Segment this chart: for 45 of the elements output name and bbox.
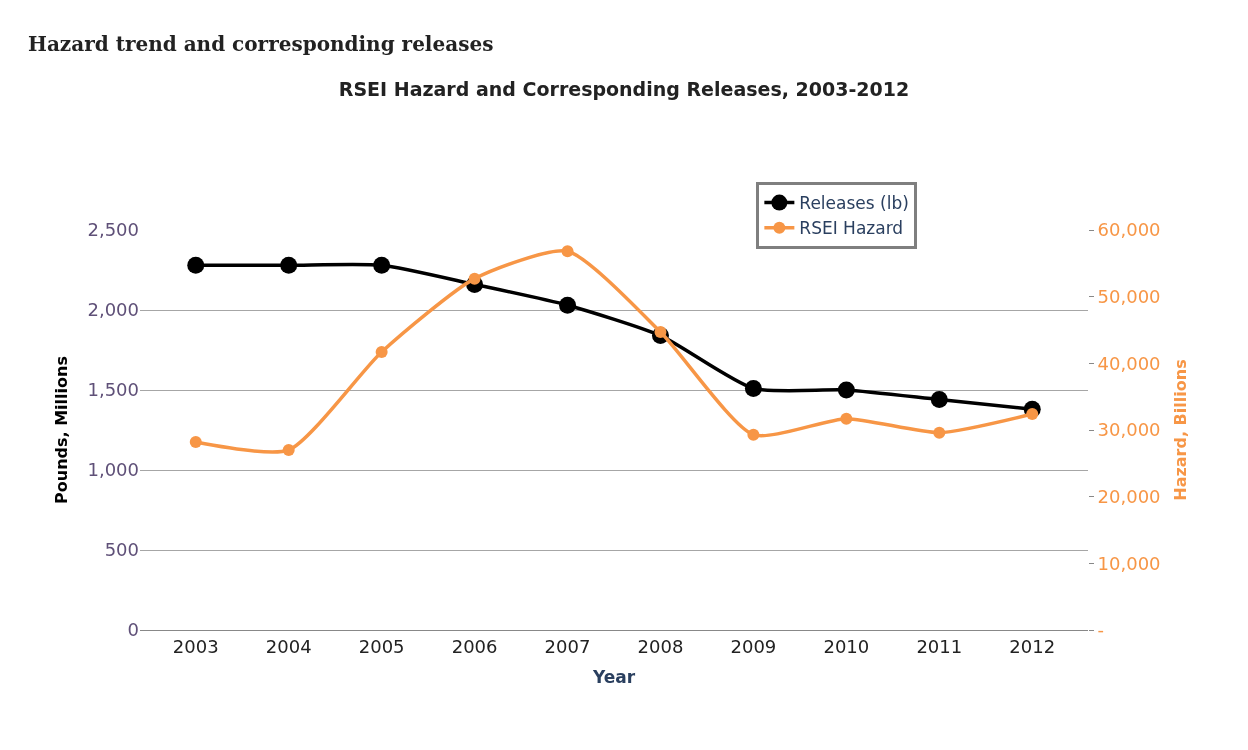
x-tick-label: 2008 — [637, 635, 684, 657]
point — [373, 256, 391, 274]
point — [933, 426, 946, 439]
y2-tick-label: 20,000 — [1097, 485, 1161, 507]
x-tick-label: 2012 — [1009, 635, 1056, 657]
y-tick-label: 1,000 — [87, 459, 139, 481]
y-tick-label: 0 — [127, 619, 139, 641]
y-axis-title: Pounds, Millions — [52, 356, 72, 504]
y2-tick-label: 10,000 — [1097, 552, 1161, 574]
text: Hazard trend and corresponding releases — [28, 32, 494, 56]
y2-tick-label: - — [1097, 619, 1105, 641]
point — [561, 245, 574, 258]
x-axis-title: Year — [591, 667, 636, 687]
point — [837, 381, 855, 399]
y-tick-label: 2,500 — [87, 219, 139, 241]
legend-label: RSEI Hazard — [799, 218, 904, 239]
point — [187, 256, 205, 274]
point — [559, 296, 577, 314]
x-tick-label: 2009 — [730, 635, 777, 657]
y2-tick-label: 30,000 — [1097, 419, 1161, 441]
point — [930, 391, 948, 409]
point — [840, 412, 853, 425]
x-tick-label: 2007 — [544, 635, 591, 657]
y2-tick-label: 50,000 — [1097, 285, 1161, 307]
y-tick-label: 2,000 — [87, 299, 139, 321]
y-tick-label: 1,500 — [87, 379, 139, 401]
x-tick-label: 2003 — [172, 635, 219, 657]
point — [280, 256, 298, 274]
point — [468, 272, 481, 285]
x-tick-label: 2005 — [358, 635, 405, 657]
point — [282, 444, 295, 456]
point — [375, 346, 388, 358]
point — [744, 379, 762, 397]
x-tick-label: 2011 — [916, 635, 963, 657]
y-tick-label: 500 — [104, 539, 139, 561]
y2-tick-label: 60,000 — [1097, 219, 1161, 241]
chart-title: RSEI Hazard and Corresponding Releases, 2003-2012 — [338, 77, 910, 100]
y2-axis-title: Hazard, Billions — [1171, 359, 1191, 501]
point — [747, 428, 760, 441]
x-tick-label: 2004 — [265, 635, 312, 657]
x-tick-label: 2006 — [451, 635, 498, 657]
x-tick-label: 2010 — [823, 635, 870, 657]
legend-label: Releases (lb) — [799, 193, 909, 214]
point — [189, 436, 202, 448]
y2-tick-label: 40,000 — [1097, 352, 1161, 374]
